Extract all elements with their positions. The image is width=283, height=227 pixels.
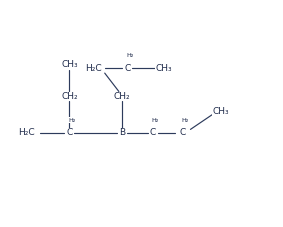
Text: H₂: H₂: [126, 53, 133, 58]
Text: CH₂: CH₂: [113, 92, 130, 101]
Text: CH₂: CH₂: [61, 92, 78, 101]
Text: C: C: [66, 128, 72, 137]
Text: H₂C: H₂C: [19, 128, 35, 137]
Text: CH₃: CH₃: [61, 60, 78, 69]
Text: H₂C: H₂C: [85, 64, 102, 73]
Text: CH₃: CH₃: [213, 107, 229, 116]
Text: C: C: [179, 128, 186, 137]
Text: H₂: H₂: [151, 118, 159, 123]
Text: B: B: [119, 128, 125, 137]
Text: C: C: [150, 128, 156, 137]
Text: C: C: [124, 64, 130, 73]
Text: H₂: H₂: [181, 118, 188, 123]
Text: H₂: H₂: [68, 118, 75, 123]
Text: CH₃: CH₃: [156, 64, 172, 73]
